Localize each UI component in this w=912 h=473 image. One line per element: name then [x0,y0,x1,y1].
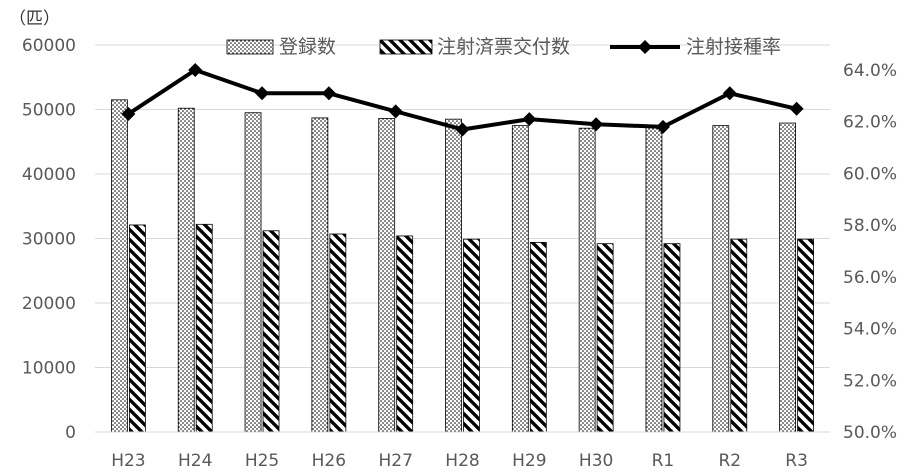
right-tick-label: 50.0% [843,423,897,443]
gridlines [95,44,830,368]
bar-vaccination-tickets [529,241,547,433]
x-tick-label: H29 [512,451,546,471]
left-tick-label: 40000 [22,165,76,185]
bar-vaccination-tickets [129,224,146,433]
legend: 登録数 注射済票交付数 注射接種率 [226,36,781,58]
x-tick-label: H28 [445,451,479,471]
rate-marker [589,117,604,132]
rate-marker [188,63,203,77]
rate-marker [655,119,670,134]
rate-line [121,63,804,137]
x-tick-label: H25 [245,451,279,471]
right-tick-label: 58.0% [843,216,897,236]
bar-vaccination-tickets [195,223,213,433]
rate-marker [455,122,470,137]
bar-vaccination-tickets [596,243,614,433]
bar-registrations [111,99,128,433]
bar-vaccination-tickets [663,243,681,433]
legend-swatch-vaccination-tickets [379,39,433,55]
right-tick-label: 52.0% [843,371,897,391]
left-tick-label: 10000 [22,359,76,379]
bar-vaccination-tickets [797,238,814,433]
bar-registrations [445,118,462,433]
bar-registrations [645,125,663,433]
x-tick-label: H26 [312,451,346,471]
rate-marker [789,101,804,116]
legend-swatch-rate-marker [638,40,652,54]
x-tick-label: H30 [579,451,613,471]
right-tick-label: 56.0% [843,268,897,288]
bar-registrations [378,118,396,433]
rate-line-path [127,68,798,132]
x-tick-label: H24 [178,451,212,471]
legend-label-rate: 注射接種率 [686,36,781,58]
right-tick-label: 64.0% [843,61,897,81]
bar-registrations [177,107,195,433]
right-tick-label: 54.0% [843,320,897,340]
bar-vaccination-tickets [463,238,480,433]
bar-vaccination-tickets [730,238,748,433]
x-tick-label: H23 [111,451,145,471]
rate-marker [321,86,336,101]
left-tick-label: 20000 [22,294,76,314]
axes: 0 10000 20000 30000 40000 50000 60000 50.0% 52.0… [22,36,897,471]
bar-registrations [712,125,730,433]
right-tick-label: 60.0% [843,164,897,184]
rate-marker [121,106,136,121]
legend-swatch-registrations [226,39,274,55]
legend-label-vaccination-tickets: 注射済票交付数 [437,36,570,58]
right-tick-label: 62.0% [843,113,897,133]
left-tick-label: 0 [65,423,76,443]
bar-vaccination-tickets [396,235,414,433]
bar-registrations [244,112,262,433]
rate-marker [255,86,270,101]
bar-registrations [578,127,596,433]
bar-registrations [779,122,796,433]
bar-registrations [311,117,329,433]
left-tick-label: 60000 [22,36,76,56]
rate-marker [522,112,537,127]
bar-vaccination-tickets [262,230,280,433]
x-tick-label: R1 [652,451,675,471]
x-tick-label: H27 [378,451,412,471]
x-tick-label: R2 [718,451,741,471]
rate-marker [722,86,737,101]
bar-vaccination-tickets [329,233,347,433]
left-tick-label: 50000 [22,101,76,121]
x-tick-label: R3 [785,451,808,471]
rate-marker [388,104,403,119]
legend-label-registrations: 登録数 [279,36,336,58]
bar-registrations [511,125,529,433]
left-axis-unit: （匹） [9,9,60,29]
bars [111,99,814,433]
left-tick-label: 30000 [22,230,76,250]
